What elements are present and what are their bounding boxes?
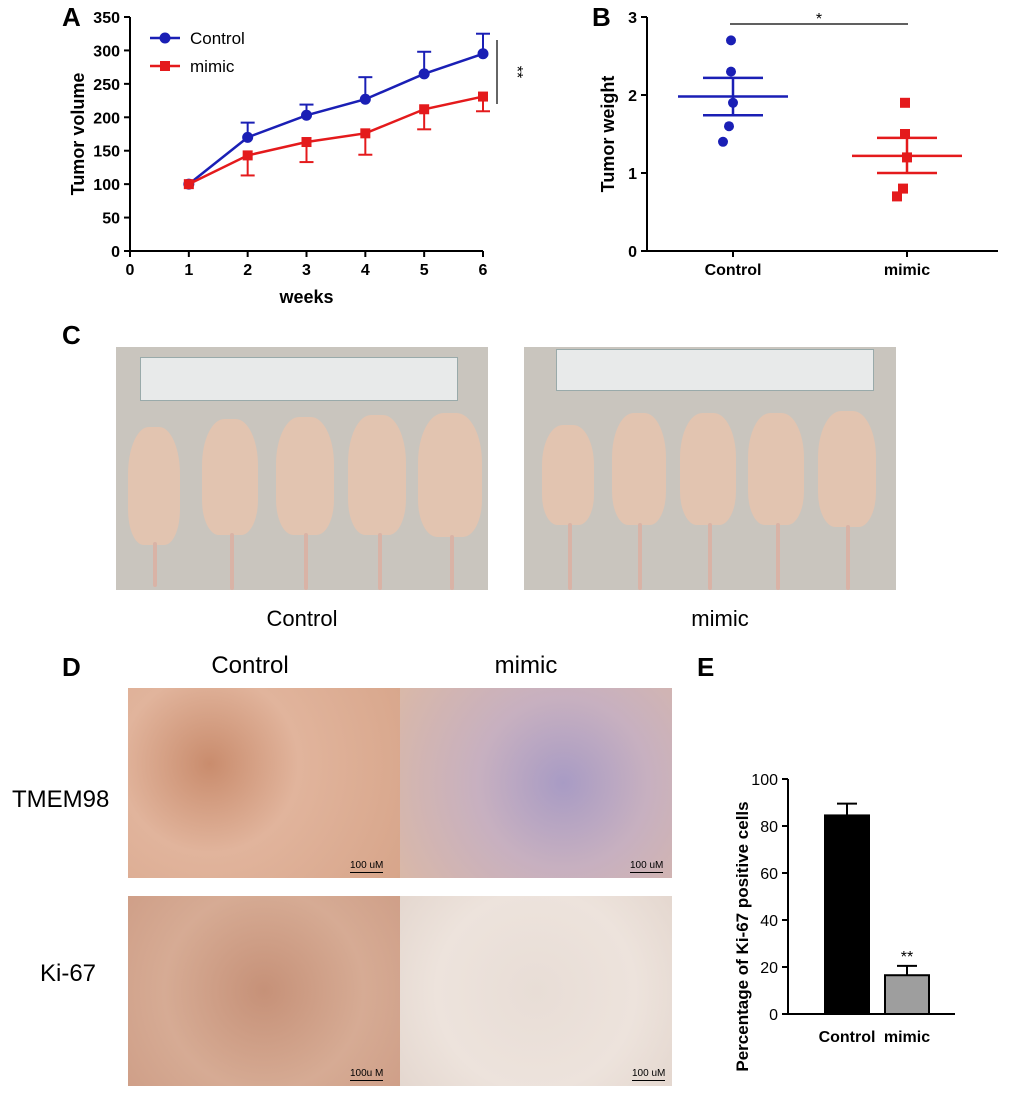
x-tick-label: 3 [302,262,311,279]
y-axis-title: Tumor weight [598,76,618,193]
data-point [900,97,910,108]
x-tick-label: 2 [243,262,252,279]
data-point [418,68,430,80]
x-tick-label: Control [705,262,762,279]
ihc-tmem98-mimic: 100 uM [400,688,672,878]
column-label-control: Control [211,652,289,679]
legend-label: mimic [190,57,235,76]
data-point [301,109,312,121]
ruler-image [140,357,458,401]
ihc-ki67-mimic: 100 uM [400,896,672,1086]
data-point [478,91,488,102]
y-tick-label: 1 [628,166,637,183]
legend-label: Control [190,29,245,48]
data-point [718,136,728,147]
data-point [242,131,254,143]
y-tick-label: 3 [628,10,637,27]
y-tick-label: 2 [628,88,637,105]
panel-label-d: D [62,652,81,682]
ihc-ki67-control: 100u M [128,896,400,1086]
data-point [892,191,902,202]
bar-mimic [884,974,930,1016]
panel-label-a: A [62,2,81,32]
y-tick-label: 0 [111,244,120,261]
data-point [902,152,912,163]
data-point [359,93,371,105]
y-tick-label: 50 [102,211,120,228]
data-point [724,121,734,132]
y-tick-label: 150 [93,144,120,161]
legend-marker [160,61,170,71]
y-tick-label: 60 [760,866,778,883]
x-tick-label: 1 [184,262,193,279]
ruler-image [556,349,874,391]
legend-marker [159,32,171,44]
scale-bar: 100 uM [630,860,664,873]
column-label-mimic: mimic [494,652,558,679]
data-point [726,66,736,77]
panel-label-e: E [697,652,715,682]
significance-label: * [816,11,822,28]
data-point [183,179,194,190]
ki67-bar-chart: 0 20 40 60 80 100 Control mimic ** Percentage of … [733,772,955,1072]
y-tick-label: 20 [760,960,778,977]
control-mice-photo [116,347,488,590]
caption-control: Control [266,606,338,631]
data-point [728,97,738,108]
y-tick-label: 250 [93,77,120,94]
x-tick-label: 4 [361,262,370,279]
scale-bar: 100u M [350,1068,384,1081]
x-axis-title: weeks [278,287,333,307]
data-point [900,129,910,139]
bar-control [824,814,870,1015]
series-line-control [188,52,484,186]
significance-label: ** [901,949,913,966]
x-tick-label: mimic [884,1029,930,1046]
row-label-tmem98: TMEM98 [12,786,110,813]
y-tick-label: 100 [93,177,120,194]
caption-mimic: mimic [691,606,749,631]
data-point [301,137,312,148]
x-tick-label: Control [819,1029,876,1046]
data-point [898,183,908,194]
scale-bar: 100 uM [350,860,384,873]
scale-bar: 100 uM [632,1068,666,1081]
x-tick-label: 5 [420,262,429,279]
y-tick-label: 0 [628,244,637,261]
y-tick-label: 0 [769,1007,778,1024]
x-tick-label: mimic [884,262,930,279]
y-tick-label: 350 [93,10,120,27]
y-axis-title: Percentage of Ki-67 positive cells [733,801,752,1071]
x-tick-label: 0 [126,262,135,279]
ihc-tmem98-control: 100 uM [128,688,400,878]
tumor-volume-chart: 0 50 100 150 200 250 300 350 0 1 2 3 4 5 6 weeks Tumor v… [68,10,525,307]
x-tick-label: 6 [479,262,488,279]
panel-label-c: C [62,320,81,350]
significance-label: ** [508,66,525,78]
data-point [242,150,253,161]
y-tick-label: 200 [93,110,120,127]
panel-label-b: B [592,2,611,32]
data-point [477,48,489,60]
row-label-ki67: Ki-67 [40,960,97,987]
y-tick-label: 100 [751,772,778,789]
data-point [419,104,430,115]
series-line-mimic [188,95,484,186]
tumor-weight-chart: 0 1 2 3 Control mimic Tumor weight * [598,10,998,279]
y-tick-label: 80 [760,819,778,836]
data-point [726,35,736,46]
mimic-mice-photo [524,347,896,590]
y-axis-title: Tumor volume [68,73,88,196]
data-point [360,128,371,139]
y-tick-label: 300 [93,43,120,60]
y-tick-label: 40 [760,913,778,930]
